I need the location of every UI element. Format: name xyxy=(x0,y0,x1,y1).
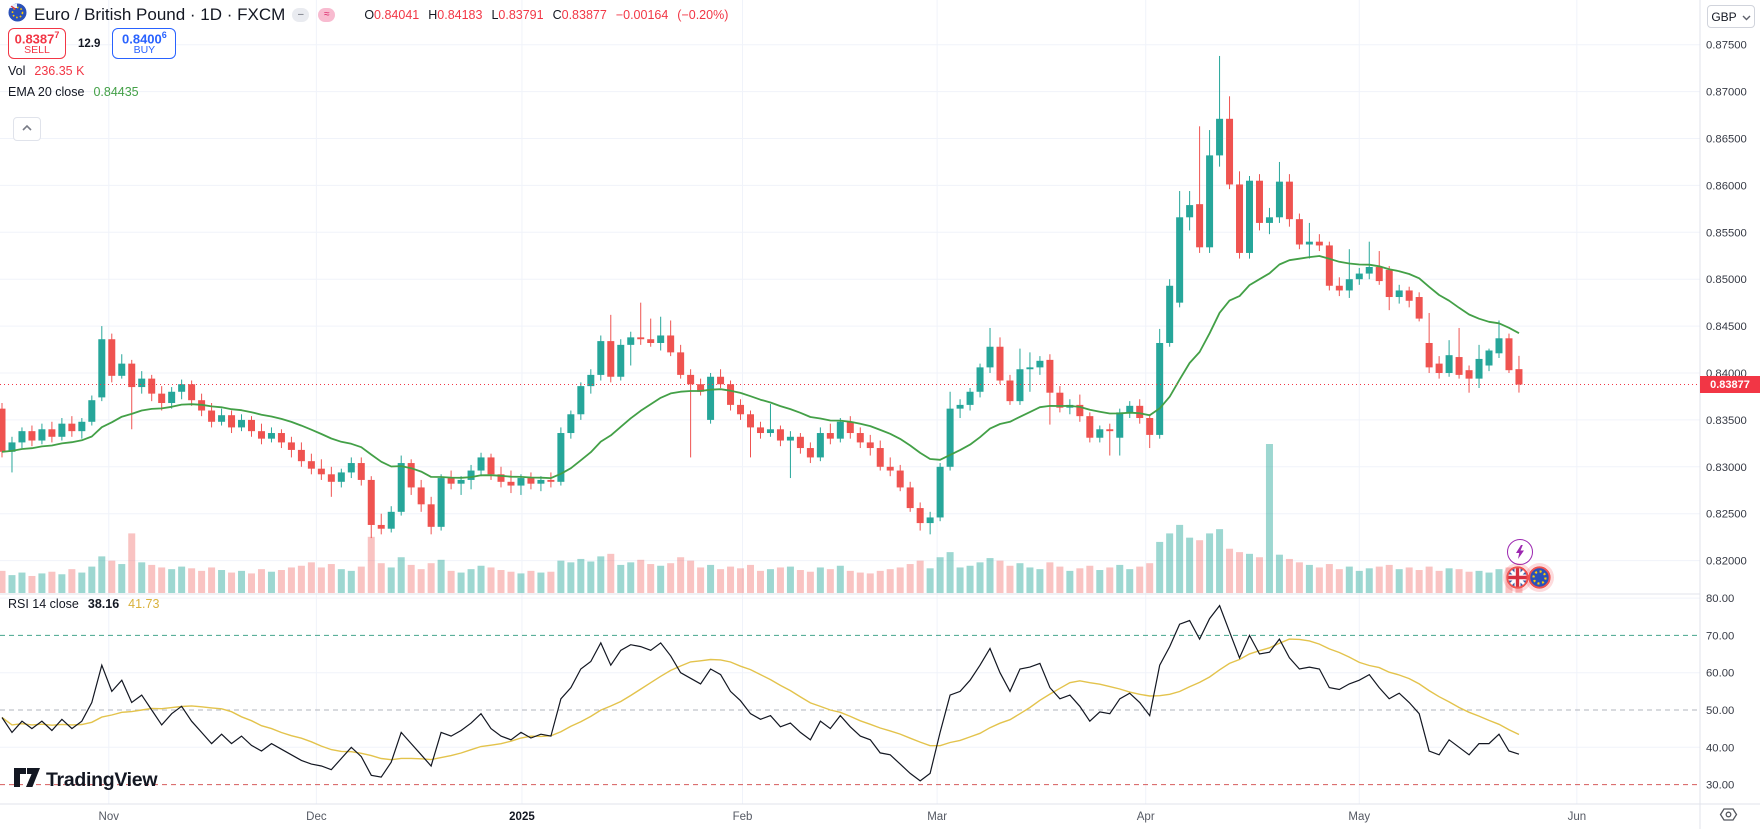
svg-text:Dec: Dec xyxy=(306,811,327,823)
time-axis-labels[interactable]: Nov Dec 2025 Feb Mar Apr May Jun xyxy=(99,811,1587,823)
svg-text:Nov: Nov xyxy=(99,811,120,823)
svg-text:60.00: 60.00 xyxy=(1706,668,1734,680)
legend-minus-pill-icon[interactable]: – xyxy=(292,8,310,22)
high-value: 0.84183 xyxy=(437,8,483,22)
svg-text:Jun: Jun xyxy=(1568,811,1587,823)
volume-label: Vol xyxy=(8,64,26,78)
trade-panel: 0.83877 SELL 12.9 0.84006 BUY xyxy=(8,28,177,59)
ema-label: EMA 20 close xyxy=(8,85,85,99)
price-axis-labels[interactable]: 0.87500 0.87000 0.86500 0.86000 0.85500 0.850… xyxy=(1706,40,1747,792)
rsi-label: RSI 14 close xyxy=(8,597,79,611)
tradingview-logo[interactable]: TradingView xyxy=(14,768,158,792)
ema-value: 0.84435 xyxy=(93,85,139,99)
svg-text:50.00: 50.00 xyxy=(1706,705,1734,717)
rsi-ma-value: 41.73 xyxy=(128,597,160,611)
volume-bars xyxy=(0,444,1523,593)
legend-approx-pill-icon[interactable]: ≈ xyxy=(318,8,336,22)
svg-text:0.86500: 0.86500 xyxy=(1706,134,1747,146)
lightning-event-icon[interactable] xyxy=(1507,539,1533,565)
rsi-legend: RSI 14 close 38.16 41.73 xyxy=(8,597,159,611)
symbol-header: Euro / British Pound · 1D · FXCM – ≈ O0.… xyxy=(8,3,729,27)
svg-text:0.85500: 0.85500 xyxy=(1706,227,1747,239)
rsi-lines xyxy=(1,604,1520,782)
svg-text:0.85000: 0.85000 xyxy=(1706,274,1747,286)
rsi-level-lines xyxy=(0,634,1700,786)
sell-button[interactable]: 0.83877 SELL xyxy=(8,28,66,59)
svg-text:0.83500: 0.83500 xyxy=(1706,415,1747,427)
currency-dropdown[interactable]: GBP xyxy=(1707,5,1755,28)
uk-flag-event-icon[interactable] xyxy=(1506,566,1529,589)
svg-text:0.87500: 0.87500 xyxy=(1706,40,1747,52)
chevron-down-icon xyxy=(1742,10,1751,24)
spread-value: 12.9 xyxy=(78,37,101,50)
svg-text:70.00: 70.00 xyxy=(1706,630,1734,642)
open-value: 0.84041 xyxy=(374,8,420,22)
svg-text:0.86000: 0.86000 xyxy=(1706,180,1747,192)
svg-text:80.00: 80.00 xyxy=(1706,593,1734,605)
last-price-badge: 0.83877 xyxy=(1700,376,1760,394)
collapse-legend-button[interactable] xyxy=(13,117,41,141)
svg-text:Mar: Mar xyxy=(927,811,947,823)
buy-button[interactable]: 0.84006 BUY xyxy=(112,28,177,59)
svg-text:0.82500: 0.82500 xyxy=(1706,509,1747,521)
grid-lines xyxy=(0,0,1700,804)
axis-settings-icon[interactable] xyxy=(1718,806,1739,828)
low-value: 0.83791 xyxy=(498,8,544,22)
ohlc-values: O0.84041 H0.84183 L0.83791 C0.83877 −0.0… xyxy=(364,8,729,22)
eu-flag-event-icon[interactable] xyxy=(1528,566,1551,589)
svg-text:Apr: Apr xyxy=(1137,811,1155,823)
svg-text:0.84500: 0.84500 xyxy=(1706,321,1747,333)
currency-label: GBP xyxy=(1711,9,1737,24)
svg-text:40.00: 40.00 xyxy=(1706,742,1734,754)
rsi-line xyxy=(1,604,1520,782)
change-percent: (−0.20%) xyxy=(677,8,729,22)
rsi-ma-line xyxy=(1,638,1520,761)
svg-text:0.82000: 0.82000 xyxy=(1706,556,1747,568)
svg-text:0.87000: 0.87000 xyxy=(1706,87,1747,99)
symbol-title[interactable]: Euro / British Pound · 1D · FXCM xyxy=(34,5,286,24)
candles-layer xyxy=(0,55,1523,539)
svg-text:30.00: 30.00 xyxy=(1706,780,1734,792)
svg-text:0.83000: 0.83000 xyxy=(1706,462,1747,474)
tradingview-logo-text: TradingView xyxy=(46,768,158,791)
svg-text:May: May xyxy=(1348,811,1370,823)
ema-legend: EMA 20 close 0.84435 xyxy=(8,85,139,99)
close-value: 0.83877 xyxy=(561,8,607,22)
ema-line xyxy=(1,255,1520,479)
svg-text:2025: 2025 xyxy=(509,811,535,823)
svg-text:Feb: Feb xyxy=(733,811,753,823)
chevron-up-icon xyxy=(20,120,34,138)
tradingview-mark-icon xyxy=(14,768,40,792)
volume-legend: Vol 236.35 K xyxy=(8,64,84,78)
rsi-value: 38.16 xyxy=(87,597,120,611)
symbol-pair-icon xyxy=(8,3,27,27)
volume-value: 236.35 K xyxy=(34,64,85,78)
change-value: −0.00164 xyxy=(615,8,669,22)
